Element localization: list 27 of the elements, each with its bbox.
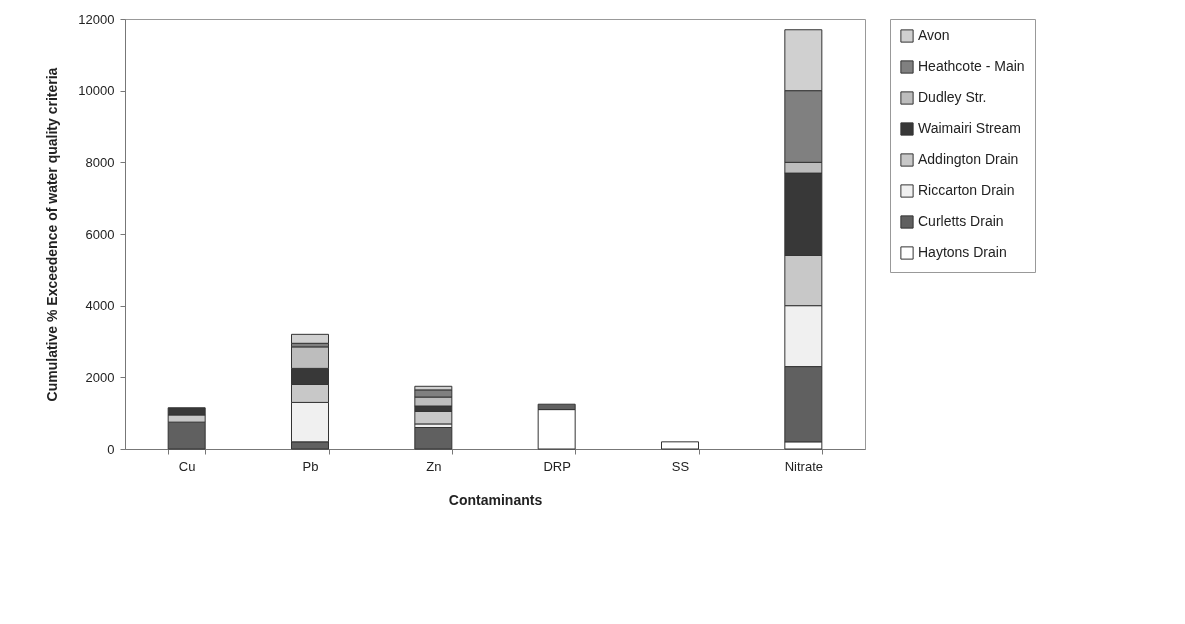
y-tick-label: 8000 (85, 154, 115, 170)
legend-label: Waimairi Stream (918, 120, 1021, 136)
x-tick-label: Zn (426, 458, 442, 474)
legend-label: Dudley Str. (918, 89, 987, 105)
y-tick-label: 6000 (85, 226, 115, 242)
legend-label: Haytons Drain (918, 244, 1007, 260)
bar (414, 427, 453, 450)
bar (291, 333, 329, 344)
legend-label: Curletts Drain (918, 213, 1004, 229)
y-tick-label: 0 (107, 441, 115, 457)
legend-label: Riccarton Drain (918, 182, 1015, 198)
y-tick-label: 10000 (78, 83, 115, 99)
y-tick-label: 2000 (85, 369, 115, 385)
y-tick-label: 12000 (78, 11, 115, 27)
x-tick-label: Cu (178, 458, 196, 474)
legend-label: Addington Drain (918, 151, 1019, 167)
x-tick-label: SS (671, 458, 690, 474)
x-tick-label: Pb (302, 458, 319, 474)
legend-label: Heathcote - Main (918, 58, 1025, 74)
x-axis-title: Contaminants (448, 491, 543, 508)
x-tick-label: Nitrate (784, 458, 823, 474)
bar (661, 441, 699, 450)
legend-label: Avon (918, 27, 950, 43)
x-tick-label: DRP (543, 458, 571, 474)
bar (414, 410, 453, 425)
y-tick-label: 4000 (85, 298, 115, 314)
y-axis-title: Cumulative % Exceedence of water quality criteria (44, 67, 61, 402)
